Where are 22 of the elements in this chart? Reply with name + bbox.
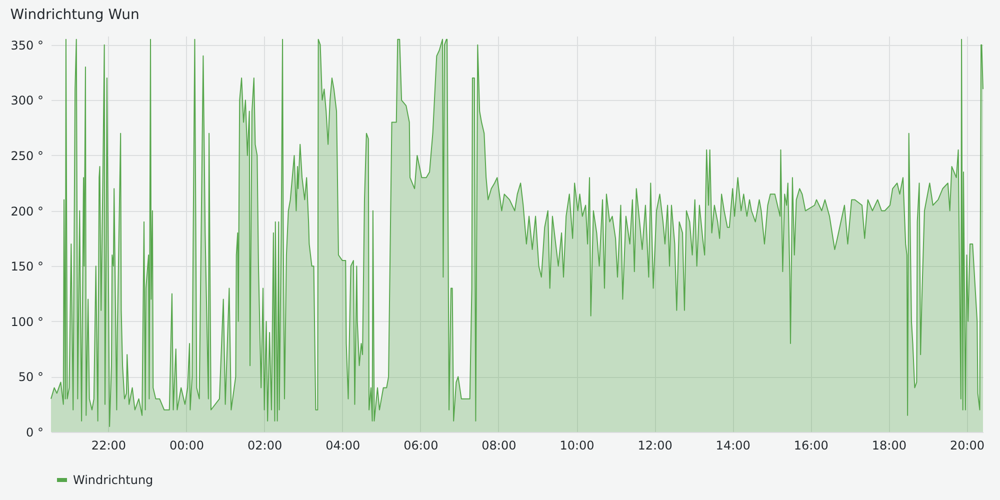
- y-tick-label: 200 °: [10, 204, 44, 218]
- y-tick-label: 100 °: [10, 314, 44, 329]
- x-tick-label: 00:00: [169, 438, 204, 452]
- y-tick-label: 150 °: [10, 260, 44, 274]
- x-tick-label: 20:00: [950, 438, 985, 452]
- x-tick-label: 06:00: [404, 438, 438, 452]
- legend-label: Windrichtung: [73, 473, 154, 487]
- y-tick-label: 0 °: [26, 426, 44, 440]
- chart-title: Windrichtung Wun: [10, 7, 140, 23]
- y-tick-label: 350 °: [10, 38, 44, 52]
- x-tick-label: 22:00: [91, 438, 126, 452]
- x-tick-label: 18:00: [872, 438, 906, 452]
- x-tick-label: 10:00: [560, 438, 594, 452]
- x-tick-label: 12:00: [638, 438, 672, 452]
- x-tick-label: 02:00: [248, 438, 282, 452]
- x-tick-label: 04:00: [326, 438, 360, 452]
- x-tick-label: 14:00: [716, 438, 750, 452]
- x-tick-label: 16:00: [794, 438, 828, 452]
- y-tick-label: 50 °: [18, 370, 44, 384]
- x-tick-label: 08:00: [482, 438, 516, 452]
- y-tick-label: 250 °: [10, 148, 44, 163]
- y-tick-label: 300 °: [10, 94, 44, 108]
